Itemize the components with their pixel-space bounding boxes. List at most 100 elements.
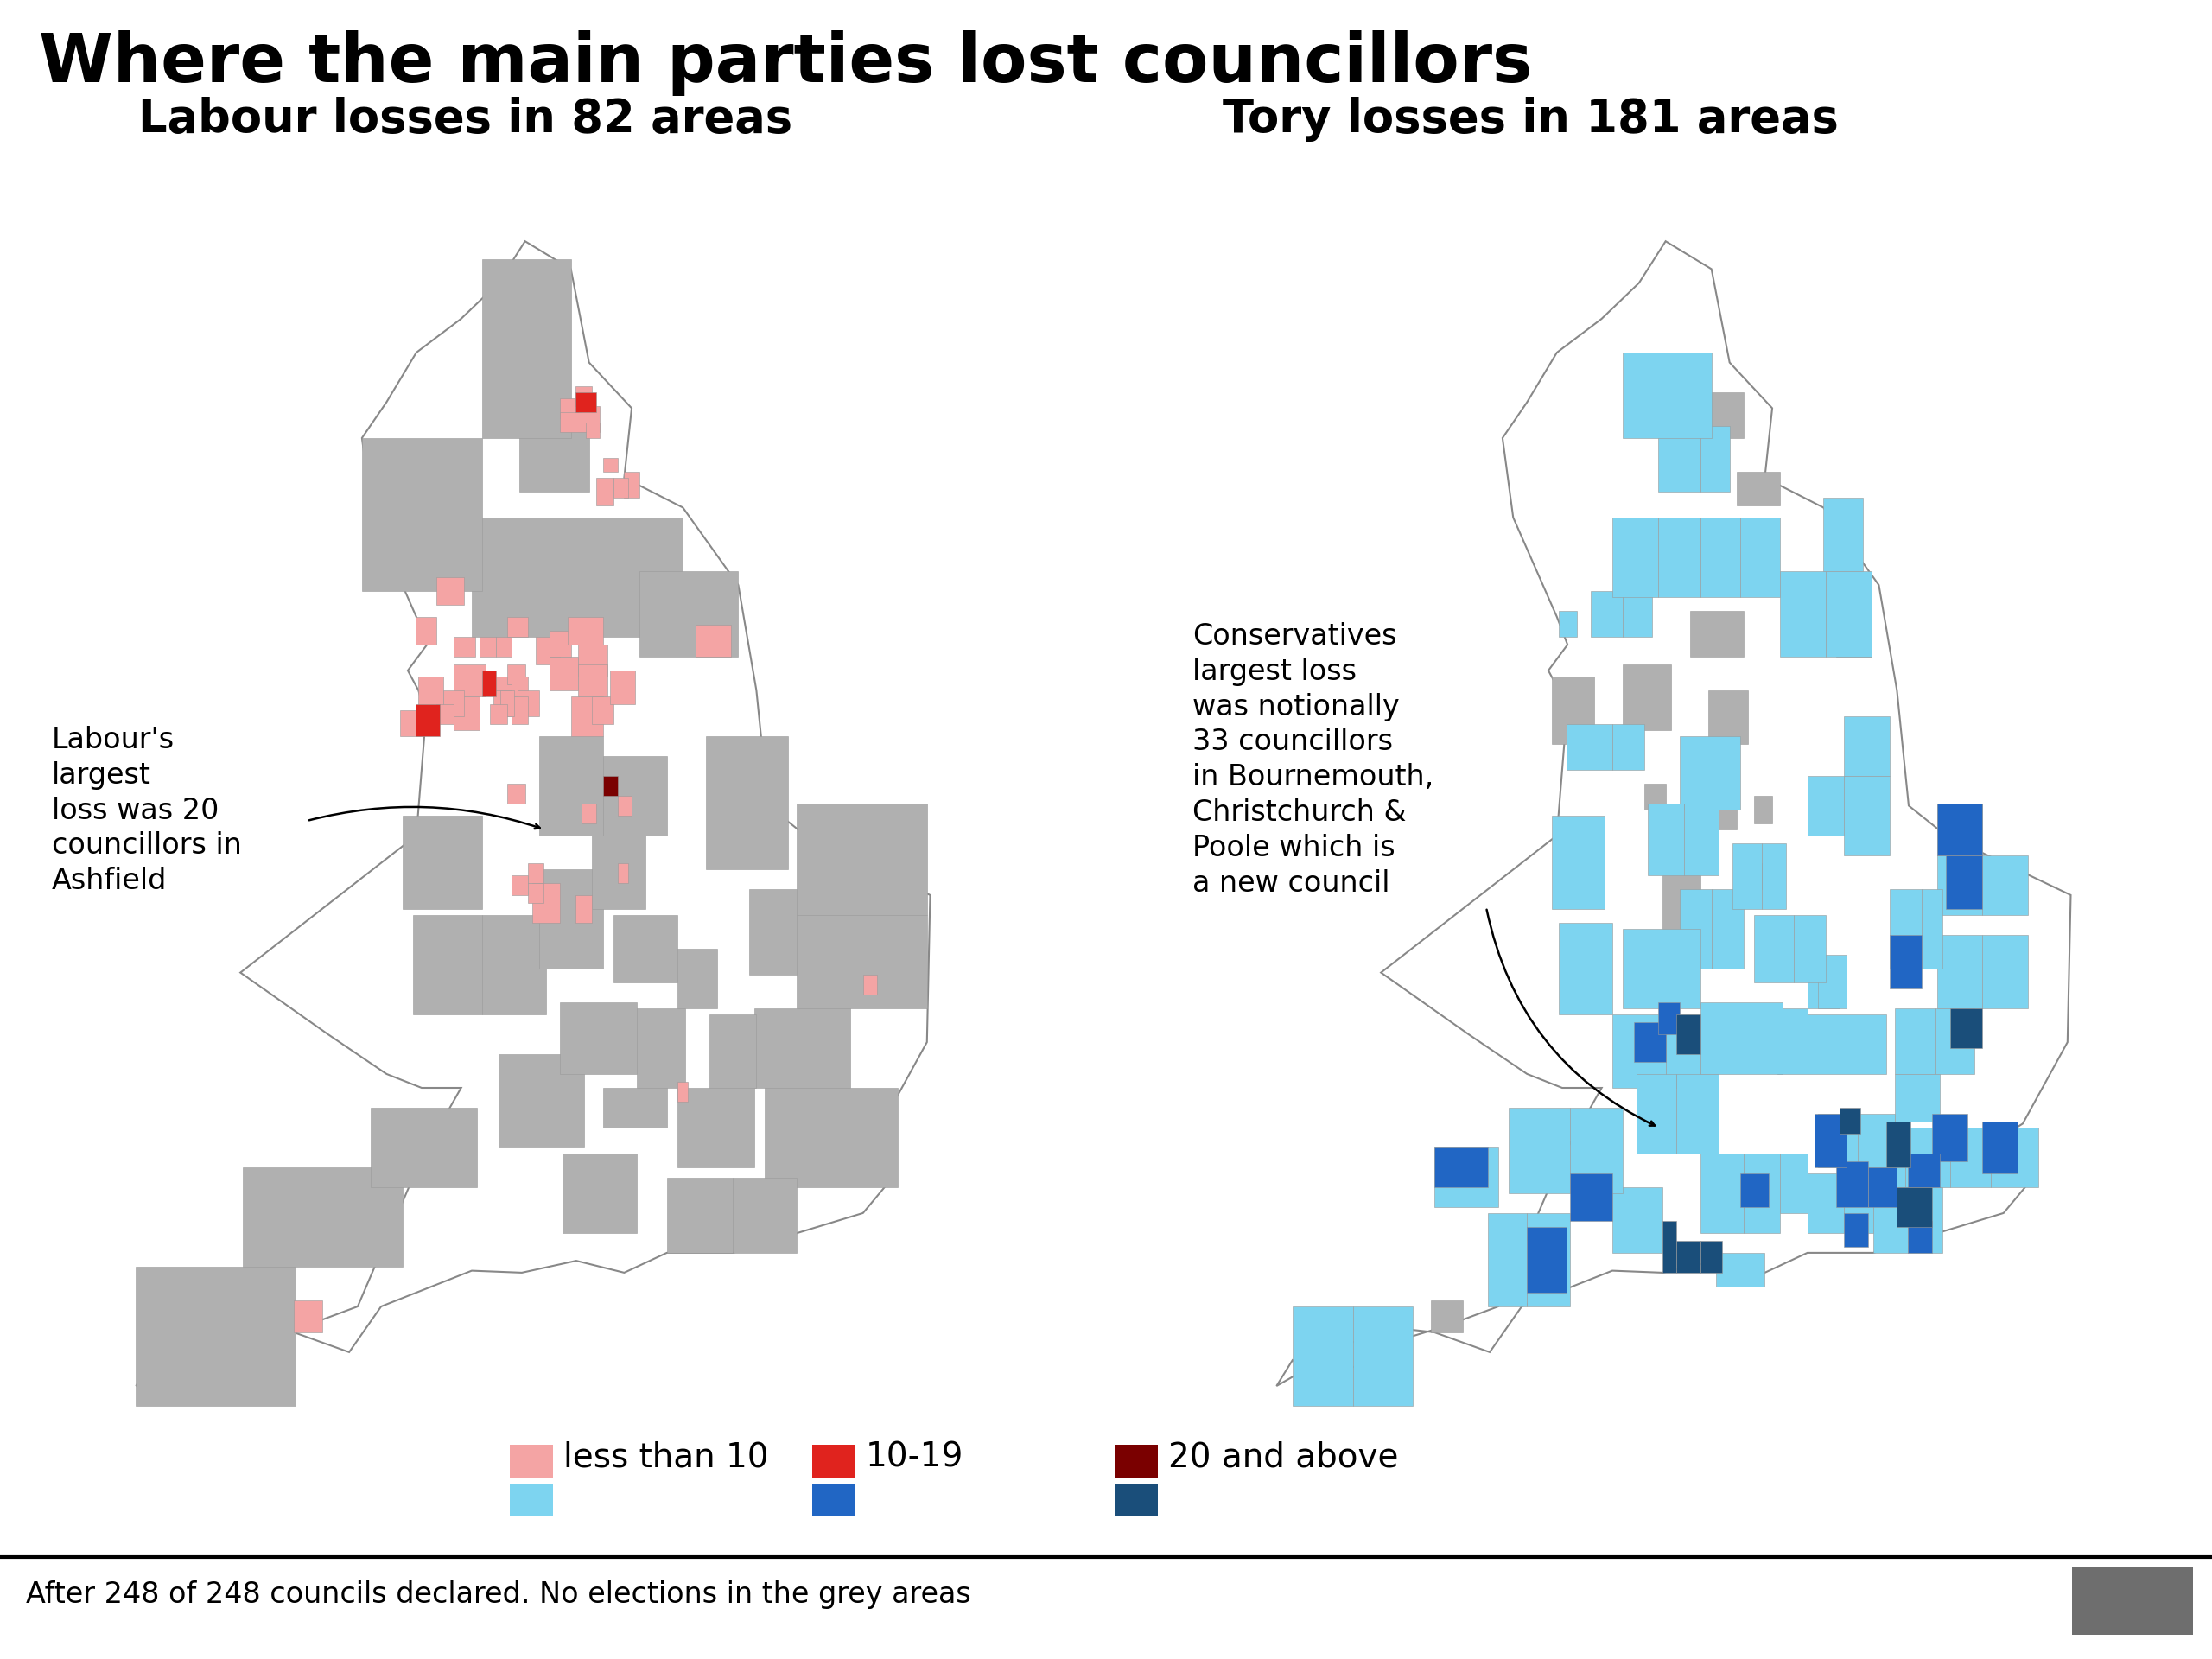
Polygon shape: [471, 518, 684, 637]
Polygon shape: [1624, 591, 1652, 637]
Polygon shape: [1907, 1153, 1940, 1188]
Polygon shape: [1991, 1128, 2039, 1188]
Polygon shape: [577, 665, 606, 697]
Polygon shape: [495, 637, 511, 657]
Polygon shape: [1951, 1128, 1991, 1188]
Polygon shape: [1840, 1108, 1860, 1133]
Polygon shape: [1663, 876, 1701, 929]
Polygon shape: [1668, 929, 1701, 1009]
Polygon shape: [540, 869, 604, 969]
Polygon shape: [535, 637, 560, 665]
Polygon shape: [1433, 1148, 1498, 1208]
Polygon shape: [1982, 856, 2028, 916]
Polygon shape: [1697, 392, 1743, 438]
Polygon shape: [1818, 954, 1847, 1009]
Polygon shape: [442, 690, 465, 717]
Polygon shape: [586, 421, 599, 438]
Polygon shape: [1818, 1113, 1858, 1168]
Polygon shape: [1276, 241, 2070, 1385]
Polygon shape: [403, 816, 482, 909]
Polygon shape: [1843, 717, 1889, 776]
Polygon shape: [1489, 1213, 1526, 1306]
Polygon shape: [529, 883, 544, 902]
Polygon shape: [1292, 1306, 1354, 1405]
Polygon shape: [1566, 725, 1613, 770]
Polygon shape: [1754, 796, 1772, 823]
Polygon shape: [1982, 1121, 2017, 1173]
Polygon shape: [1869, 1128, 1905, 1188]
Polygon shape: [540, 737, 604, 836]
Polygon shape: [135, 241, 931, 1385]
Polygon shape: [507, 617, 529, 637]
Polygon shape: [1613, 518, 1659, 597]
Polygon shape: [1889, 934, 1922, 989]
Polygon shape: [1677, 1073, 1719, 1153]
Polygon shape: [750, 889, 796, 974]
Polygon shape: [617, 796, 633, 816]
Polygon shape: [1668, 353, 1712, 438]
Polygon shape: [754, 1009, 849, 1088]
Polygon shape: [498, 1053, 584, 1148]
Polygon shape: [1922, 889, 1942, 969]
Polygon shape: [1781, 571, 1825, 657]
Polygon shape: [1679, 737, 1719, 810]
Polygon shape: [1712, 889, 1743, 969]
Polygon shape: [593, 697, 613, 725]
Polygon shape: [1659, 1002, 1679, 1034]
Polygon shape: [1590, 591, 1624, 637]
Polygon shape: [1887, 1121, 1911, 1168]
Polygon shape: [1938, 803, 1982, 856]
Polygon shape: [1635, 1022, 1666, 1062]
Polygon shape: [560, 1002, 637, 1073]
Polygon shape: [500, 690, 515, 717]
Polygon shape: [1874, 1188, 1907, 1253]
Polygon shape: [577, 645, 606, 677]
Polygon shape: [1752, 1002, 1783, 1073]
Polygon shape: [604, 776, 617, 796]
Polygon shape: [1637, 1073, 1677, 1153]
Polygon shape: [617, 863, 628, 883]
Polygon shape: [436, 705, 453, 725]
Polygon shape: [1896, 1073, 1940, 1121]
Polygon shape: [1907, 1188, 1942, 1253]
Text: Tory losses in 181 areas: Tory losses in 181 areas: [1223, 96, 1838, 141]
Text: Labour losses in 82 areas: Labour losses in 82 areas: [137, 96, 792, 141]
Polygon shape: [706, 737, 787, 869]
Polygon shape: [1907, 1221, 1931, 1253]
Bar: [812, 1445, 856, 1478]
Polygon shape: [560, 398, 577, 418]
Polygon shape: [1741, 518, 1781, 597]
Polygon shape: [520, 426, 588, 491]
Polygon shape: [493, 677, 515, 697]
Polygon shape: [243, 1168, 403, 1267]
Polygon shape: [1509, 1108, 1571, 1193]
Polygon shape: [695, 625, 730, 657]
Polygon shape: [562, 1153, 637, 1233]
Polygon shape: [482, 259, 571, 438]
Polygon shape: [507, 665, 524, 685]
Polygon shape: [1947, 856, 1982, 909]
Polygon shape: [493, 690, 511, 717]
Text: After 248 of 248 councils declared. No elections in the grey areas: After 248 of 248 councils declared. No e…: [27, 1579, 971, 1609]
Polygon shape: [575, 387, 593, 406]
Polygon shape: [533, 883, 560, 922]
Polygon shape: [1719, 803, 1736, 830]
Polygon shape: [1807, 1173, 1843, 1233]
Polygon shape: [1858, 1113, 1896, 1168]
Polygon shape: [1683, 803, 1719, 876]
Polygon shape: [1571, 1173, 1613, 1221]
Polygon shape: [604, 1088, 666, 1128]
Polygon shape: [1551, 677, 1595, 743]
Polygon shape: [549, 657, 577, 690]
Polygon shape: [1559, 922, 1613, 1014]
Polygon shape: [511, 677, 529, 697]
Polygon shape: [363, 438, 482, 591]
Polygon shape: [1869, 1168, 1898, 1208]
Polygon shape: [1644, 783, 1666, 810]
Polygon shape: [1931, 1113, 1966, 1161]
Polygon shape: [1836, 1161, 1869, 1208]
Polygon shape: [414, 916, 482, 1014]
Polygon shape: [575, 896, 593, 922]
Polygon shape: [1433, 1148, 1489, 1188]
Polygon shape: [1905, 1128, 1951, 1188]
